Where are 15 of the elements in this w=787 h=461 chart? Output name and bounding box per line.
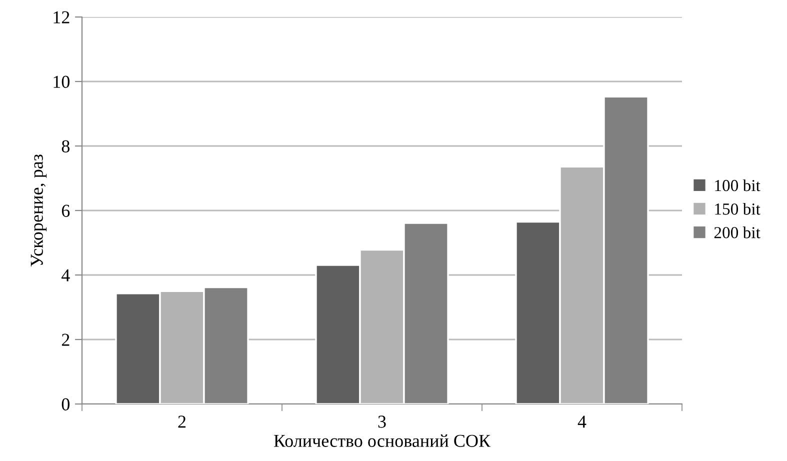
legend-label: 200 bit: [714, 226, 760, 238]
legend-label: 150 bit: [715, 202, 760, 215]
y-axis-title: Ускорение, раз: [30, 154, 47, 266]
x-tick-label: 4: [578, 416, 586, 428]
y-tick-label: 6: [62, 204, 70, 217]
y-tick-label: 4: [62, 269, 70, 282]
y-tick-label: 2: [62, 334, 70, 346]
y-tick-label: 0: [62, 398, 70, 410]
y-tick-label: 10: [54, 76, 70, 88]
y-tick-label: 12: [54, 11, 70, 24]
x-axis-title: Количество оснований СОК: [274, 434, 491, 447]
x-tick-label: 3: [378, 416, 386, 428]
x-tick-label: 2: [178, 416, 186, 428]
y-tick-label: 8: [62, 140, 70, 152]
legend-label: 100 bit: [715, 179, 760, 192]
